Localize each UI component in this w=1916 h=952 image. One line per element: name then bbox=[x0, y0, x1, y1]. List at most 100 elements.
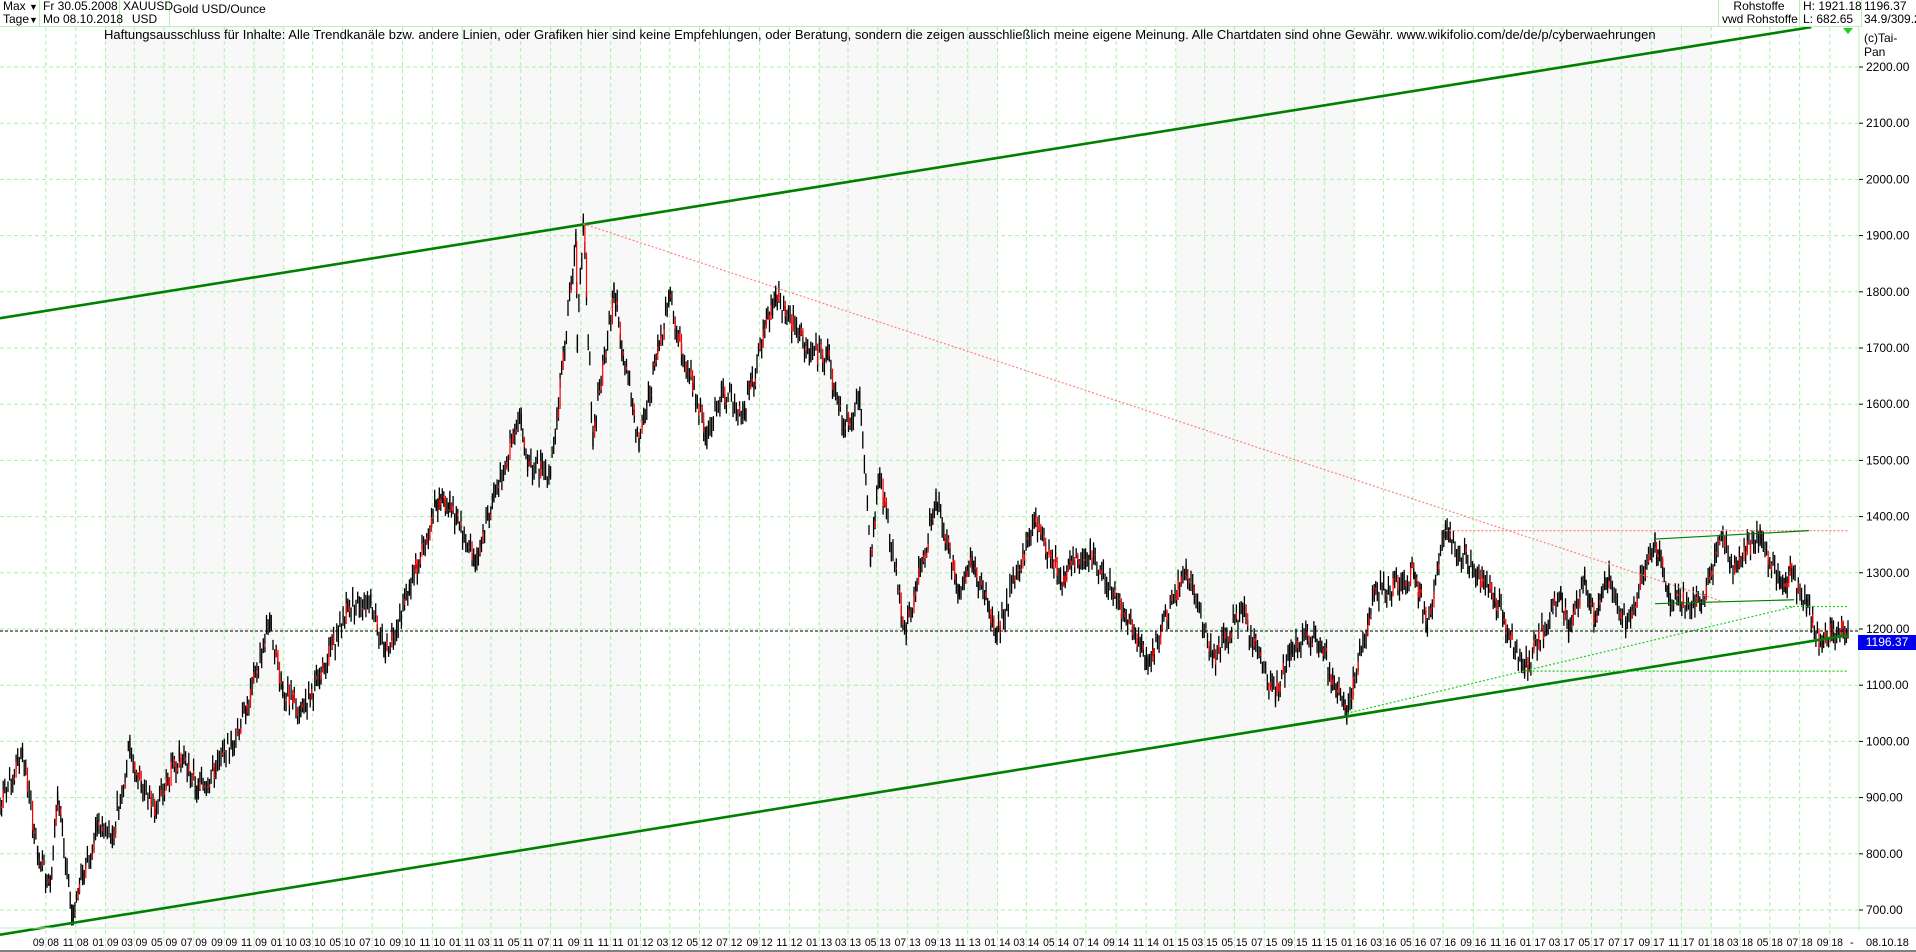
y-tick-label: 1100.00 bbox=[1866, 678, 1909, 692]
x-tick-label: 09 10 bbox=[390, 937, 416, 949]
price-down-segments bbox=[594, 298, 613, 438]
symbol-box: XAUUSD USD bbox=[120, 0, 173, 27]
year-band bbox=[1175, 27, 1355, 927]
x-axis-labels: 09 08 11 08 01 09 03 09 05 09 07 09 09 09 11 09… bbox=[33, 937, 1909, 949]
x-tick-label: 09 08 bbox=[33, 937, 59, 949]
price-down-segments bbox=[41, 859, 51, 883]
last-value: 1196.37 bbox=[1864, 0, 1907, 13]
price-down-segments bbox=[134, 761, 142, 787]
y-tick-label: 1000.00 bbox=[1866, 734, 1910, 748]
year-band bbox=[1532, 27, 1712, 927]
x-tick-label: 09 09 bbox=[211, 937, 237, 949]
price-down-segments bbox=[1215, 612, 1237, 665]
price-down-segments bbox=[415, 501, 437, 574]
year-band bbox=[462, 27, 641, 927]
price-down-segments bbox=[98, 821, 103, 832]
price-bars bbox=[1778, 555, 1793, 599]
price-down-segments bbox=[616, 301, 640, 447]
price-down-segments bbox=[528, 460, 547, 479]
price-down-segments bbox=[1656, 541, 1664, 567]
price-bars bbox=[1494, 586, 1526, 679]
price-down-segments bbox=[285, 684, 299, 716]
y-tick-label: 2200.00 bbox=[1866, 60, 1910, 74]
last-value-box: 1196.37 34.9/309.2 bbox=[1862, 0, 1916, 27]
ratio-value: 34.9/309.2 bbox=[1864, 12, 1916, 26]
price-down-segments bbox=[1152, 570, 1187, 662]
instrument-box: Gold USD/Ounce bbox=[170, 0, 1718, 27]
x-end-label: - bbox=[1850, 937, 1854, 949]
price-down-segments bbox=[750, 305, 772, 390]
price-down-segments bbox=[1449, 532, 1494, 600]
y-tick-label: 800.00 bbox=[1866, 847, 1903, 861]
disclaimer-text: Haftungsausschluss für Inhalte: Alle Tre… bbox=[104, 27, 1656, 42]
price-down-segments bbox=[1761, 536, 1773, 571]
x-tick-label: 07 17 bbox=[1608, 937, 1634, 949]
x-tick-label: 03 10 bbox=[300, 937, 326, 949]
price-down-segments bbox=[1416, 577, 1427, 621]
price-down-segments bbox=[1124, 612, 1144, 650]
low-value: L: 682.65 bbox=[1803, 12, 1854, 26]
price-bars bbox=[1122, 604, 1149, 675]
price-down-segments bbox=[386, 598, 406, 652]
end-date: Mo 08.10.2018 bbox=[43, 12, 124, 26]
support-uptrend-line bbox=[1346, 605, 1795, 714]
x-tick-label: 05 17 bbox=[1579, 937, 1605, 949]
price-bars bbox=[706, 380, 723, 447]
x-tick-label: 03 12 bbox=[657, 937, 683, 949]
caret-down-icon[interactable]: ▼ bbox=[29, 2, 38, 12]
price-down-segments bbox=[1704, 539, 1721, 601]
price-down-segments bbox=[1564, 607, 1567, 621]
y-tick-label: 1200.00 bbox=[1866, 622, 1910, 636]
price-down-segments bbox=[113, 782, 126, 839]
range-label[interactable]: Max bbox=[3, 0, 26, 13]
price-down-segments bbox=[74, 884, 81, 913]
y-tick-label: 1600.00 bbox=[1866, 397, 1910, 411]
x-tick-label: 09 18 bbox=[1817, 937, 1843, 949]
price-down-segments bbox=[479, 513, 492, 554]
price-bars bbox=[230, 701, 247, 757]
price-bars bbox=[576, 213, 584, 353]
x-tick-label: 09 13 bbox=[925, 937, 951, 949]
x-tick-label: 01 17 bbox=[1520, 937, 1546, 949]
price-down-segments bbox=[373, 613, 386, 652]
price-down-segments bbox=[1571, 597, 1581, 627]
price-down-segments bbox=[641, 309, 668, 434]
x-tick-label: 07 11 bbox=[538, 937, 564, 949]
price-bars bbox=[56, 791, 73, 925]
interval-label[interactable]: Tage bbox=[3, 12, 30, 26]
price-down-segments bbox=[275, 649, 284, 691]
price-bars bbox=[1444, 518, 1496, 610]
range-selector[interactable]: Max ▼ Tage▼ bbox=[0, 0, 40, 27]
copyright: (c)Tai-Pan bbox=[1864, 31, 1898, 59]
x-tick-label: 01 14 bbox=[985, 937, 1011, 949]
y-axis-labels: 700.00 800.00 900.00 1000.00 1100.00 1200.00 1… bbox=[1859, 60, 1910, 917]
x-tick-label: 01 16 bbox=[1341, 937, 1367, 949]
currency: USD bbox=[131, 12, 158, 26]
price-down-segments bbox=[717, 405, 719, 407]
x-tick-label: 11 10 bbox=[419, 937, 445, 949]
x-tick-label: 01 13 bbox=[806, 937, 832, 949]
price-down-segments bbox=[1375, 563, 1415, 597]
x-tick-label: 07 16 bbox=[1430, 937, 1456, 949]
price-bars bbox=[81, 813, 98, 886]
price-down-segments bbox=[1832, 620, 1847, 638]
price-down-segments bbox=[1035, 516, 1058, 576]
price-down-segments bbox=[450, 502, 476, 562]
caret-down-icon[interactable]: ▼ bbox=[29, 15, 38, 25]
x-tick-label: 05 10 bbox=[329, 937, 355, 949]
price-down-segments bbox=[1590, 602, 1595, 624]
y-tick-label: 1700.00 bbox=[1866, 341, 1910, 355]
price-bars bbox=[347, 587, 372, 625]
price-down-segments bbox=[1527, 597, 1556, 673]
price-down-segments bbox=[246, 643, 266, 714]
price-down-segments bbox=[498, 416, 522, 489]
date-range: Fr 30.05.2008 Mo 08.10.2018 bbox=[40, 0, 124, 27]
x-tick-label: 03 09 bbox=[121, 937, 147, 949]
price-down-segments bbox=[348, 606, 364, 612]
price-down-segments bbox=[817, 343, 827, 365]
x-last-date-label: 08.10.18 bbox=[1866, 937, 1909, 949]
x-tick-label: 09 15 bbox=[1282, 937, 1308, 949]
price-down-segments bbox=[438, 495, 449, 511]
price-bars bbox=[1722, 525, 1731, 574]
